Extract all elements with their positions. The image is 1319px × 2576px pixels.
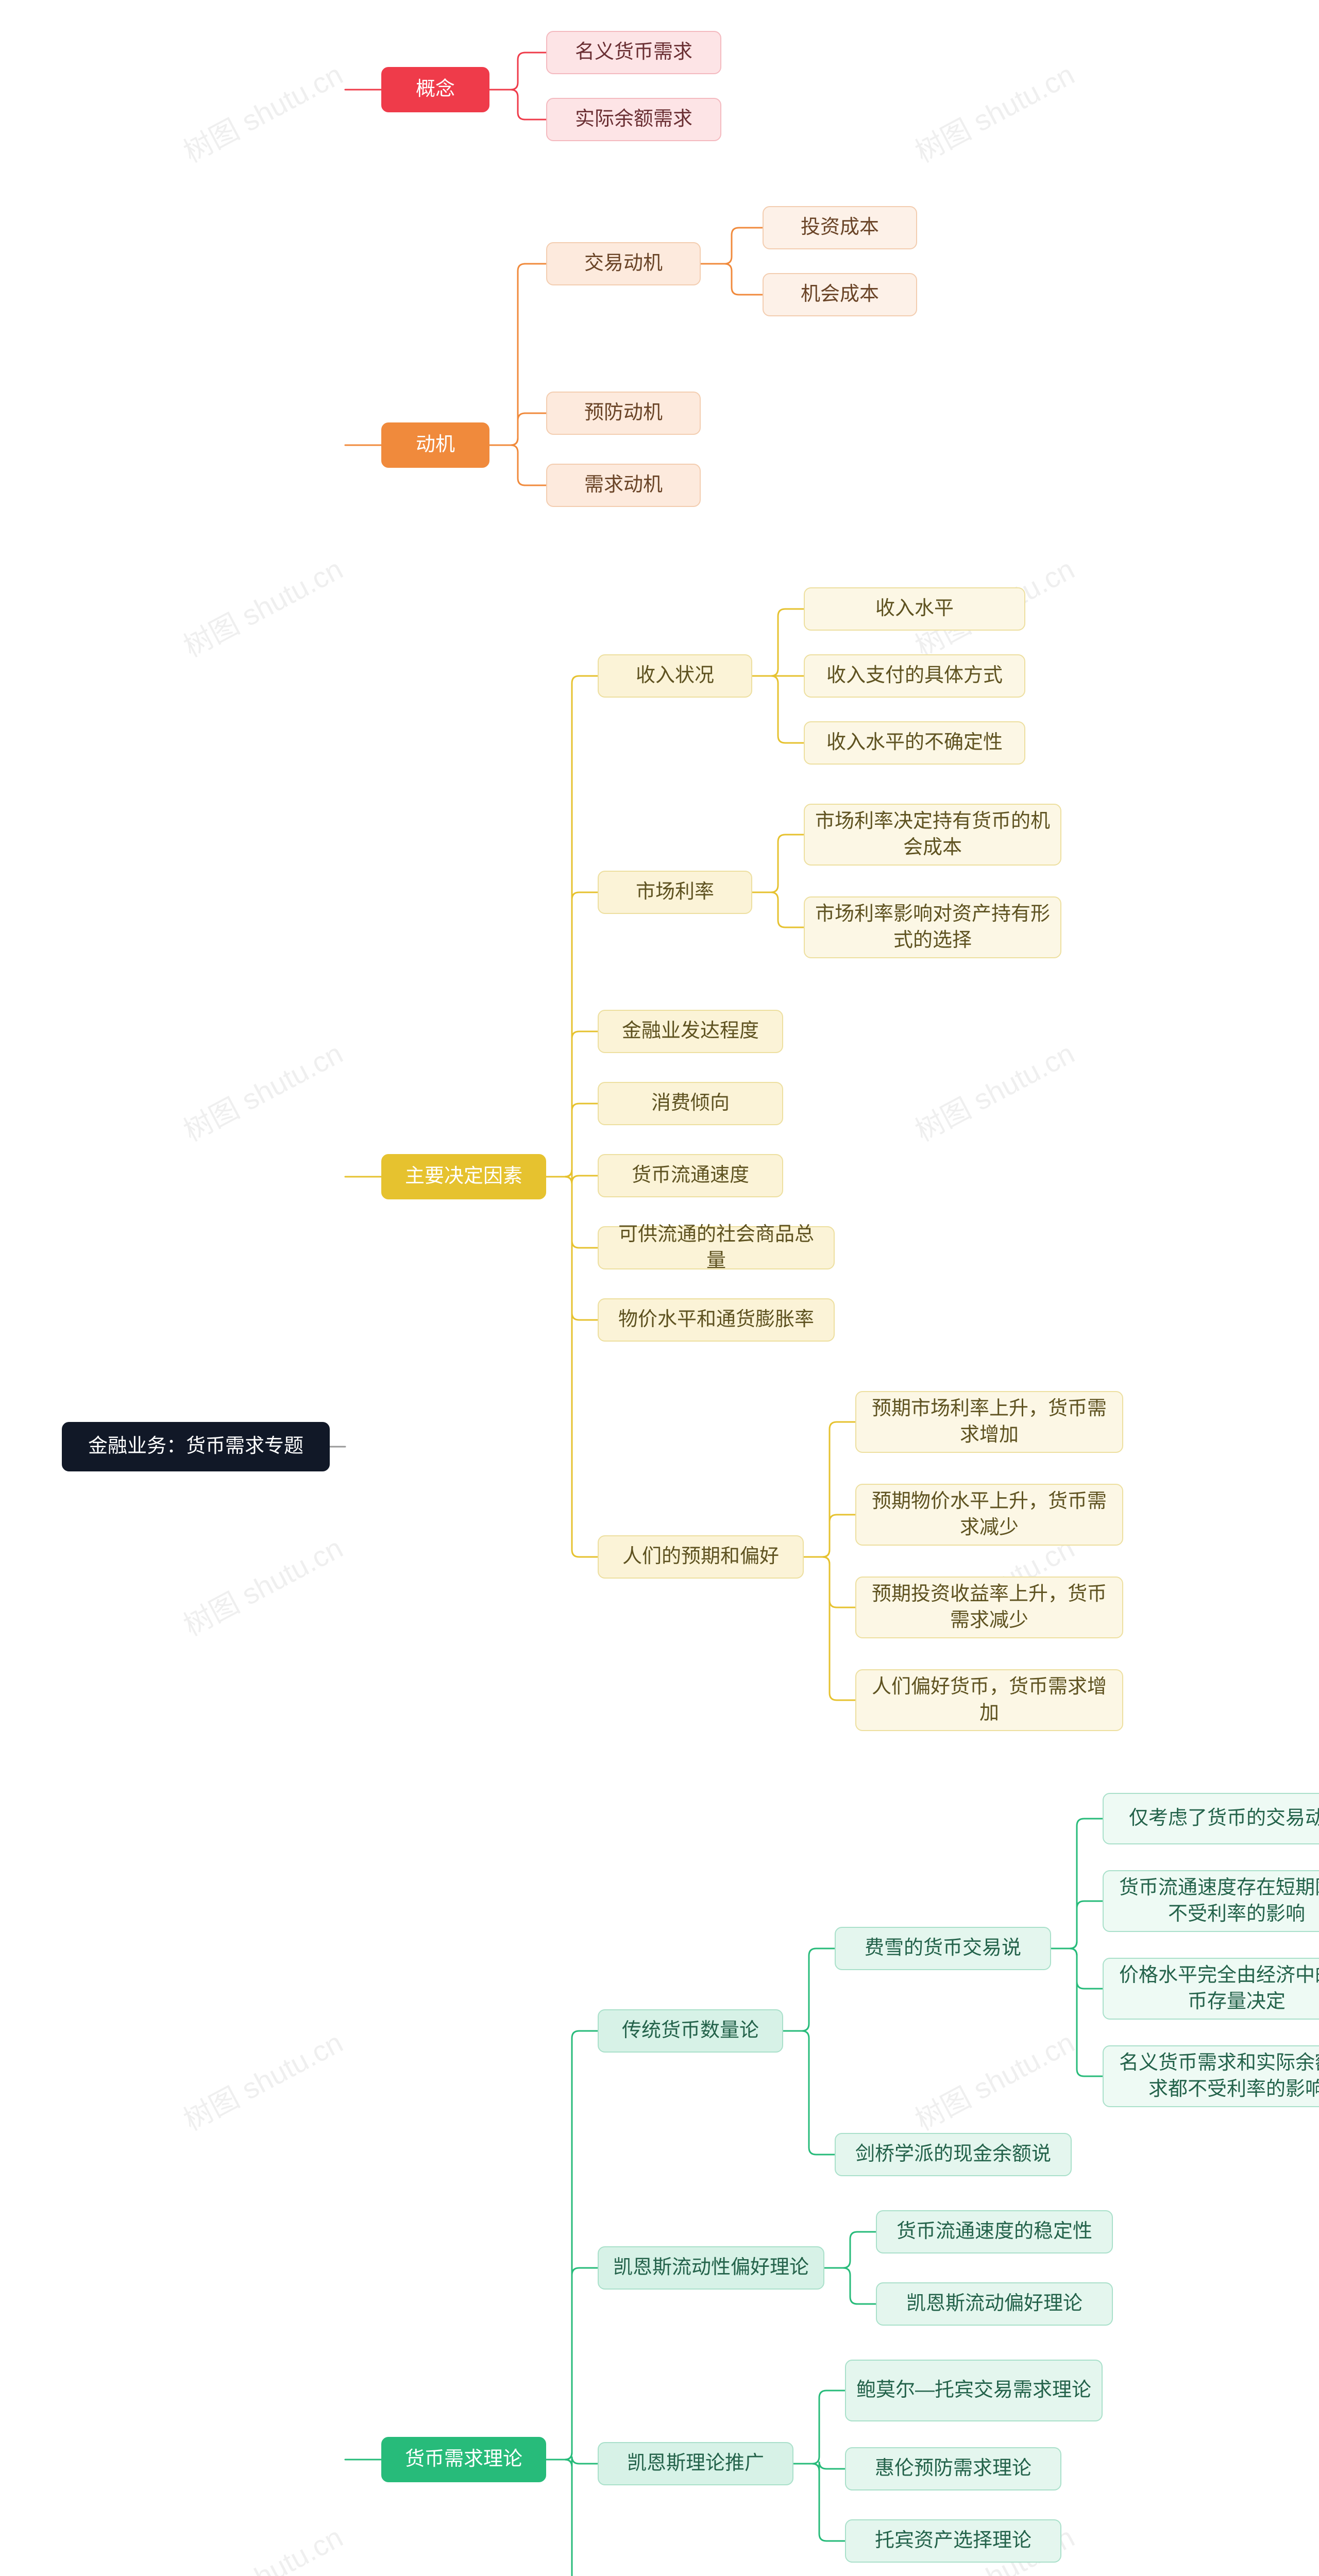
node-n2a1: 投资成本 [763,206,917,249]
node-n4b2: 凯恩斯流动偏好理论 [876,2282,1113,2326]
node-n4a1b: 货币流通速度存在短期刚性不受利率的影响 [1103,1870,1319,1932]
node-n4a1c: 价格水平完全由经济中的货币存量决定 [1103,1958,1319,2020]
connector-layer [0,0,1319,2576]
watermark: 树图 shutu.cn [175,1031,349,1150]
watermark: 树图 shutu.cn [175,52,349,171]
node-n4b: 凯恩斯流动性偏好理论 [598,2246,824,2290]
watermark: 树图 shutu.cn [907,1031,1081,1150]
node-root: 金融业务：货币需求专题 [62,1422,330,1471]
watermark: 树图 shutu.cn [175,547,349,666]
node-n4c3: 托宾资产选择理论 [845,2519,1061,2563]
node-n3d: 消费倾向 [598,1082,783,1125]
node-n4a1d: 名义货币需求和实际余额需求都不受利率的影响 [1103,2045,1319,2107]
node-n3b2: 市场利率影响对资产持有形式的选择 [804,896,1061,958]
node-n1: 概念 [381,67,489,112]
node-n4c: 凯恩斯理论推广 [598,2442,793,2485]
node-n3c: 金融业发达程度 [598,1010,783,1053]
node-n3a1: 收入水平 [804,587,1025,631]
node-n2a2: 机会成本 [763,273,917,316]
watermark: 树图 shutu.cn [175,2515,349,2576]
node-n3h1: 预期市场利率上升，货币需求增加 [855,1391,1123,1453]
node-n3h4: 人们偏好货币，货币需求增加 [855,1669,1123,1731]
node-n3: 主要决定因素 [381,1154,546,1199]
node-n2c: 需求动机 [546,464,701,507]
node-n3h: 人们的预期和偏好 [598,1535,804,1579]
node-n4a1: 费雪的货币交易说 [835,1927,1051,1970]
node-n1b: 实际余额需求 [546,98,721,141]
node-n4: 货币需求理论 [381,2437,546,2482]
watermark: 树图 shutu.cn [907,52,1081,171]
node-n4c1: 鲍莫尔—托宾交易需求理论 [845,2360,1103,2421]
node-n4c2: 惠伦预防需求理论 [845,2447,1061,2490]
node-n3a: 收入状况 [598,654,752,698]
mindmap-stage: 树图 shutu.cn 树图 shutu.cn 树图 shutu.cn 树图 shut… [0,0,1319,2576]
node-n4a2: 剑桥学派的现金余额说 [835,2133,1072,2176]
watermark: 树图 shutu.cn [175,1526,349,1645]
node-n3f: 可供流通的社会商品总量 [598,1226,835,1269]
node-n2a: 交易动机 [546,242,701,285]
node-n3e: 货币流通速度 [598,1154,783,1197]
watermark: 树图 shutu.cn [907,2020,1081,2139]
node-n3b1: 市场利率决定持有货币的机会成本 [804,804,1061,866]
node-n1a: 名义货币需求 [546,31,721,74]
node-n4a1a: 仅考虑了货币的交易动机 [1103,1793,1319,1844]
watermark: 树图 shutu.cn [175,2020,349,2139]
node-n3a3: 收入水平的不确定性 [804,721,1025,765]
node-n3h2: 预期物价水平上升，货币需求减少 [855,1484,1123,1546]
node-n3g: 物价水平和通货膨胀率 [598,1298,835,1342]
node-n2: 动机 [381,422,489,468]
node-n4b1: 货币流通速度的稳定性 [876,2210,1113,2253]
node-n3h3: 预期投资收益率上升，货币需求减少 [855,1577,1123,1638]
node-n3a2: 收入支付的具体方式 [804,654,1025,698]
node-n4a: 传统货币数量论 [598,2009,783,2053]
node-n3b: 市场利率 [598,871,752,914]
node-n2b: 预防动机 [546,392,701,435]
